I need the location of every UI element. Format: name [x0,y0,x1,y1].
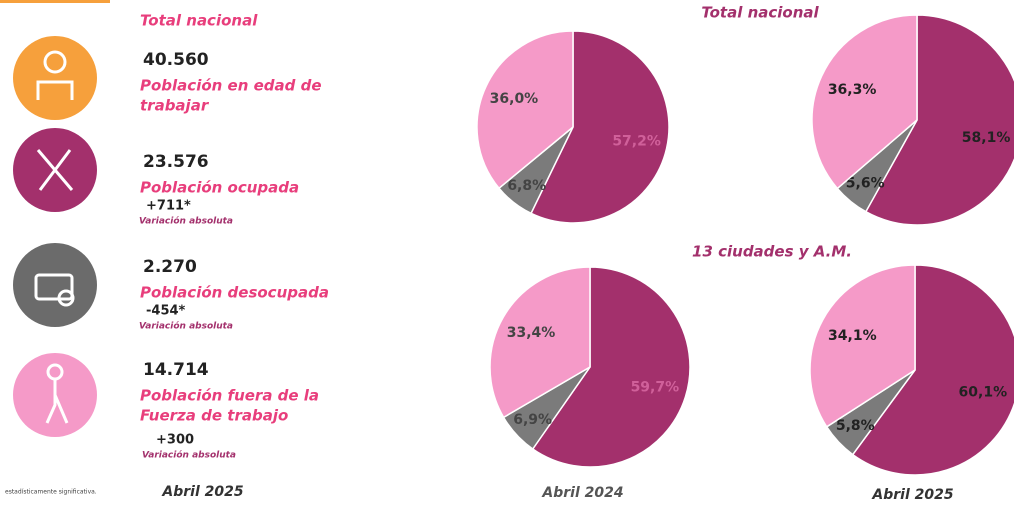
date: Abril 2025 [161,484,243,500]
slice-label: 34,1% [828,328,877,344]
column-label: Abril 2024 [541,485,623,501]
slice-label: 33,4% [507,325,556,341]
stat-change: +711* [146,199,191,214]
slice-label: 5,6% [846,175,885,191]
stat-label: trabajar [140,97,210,115]
stat-change: -454* [146,304,186,319]
column-label: Abril 2025 [871,487,953,502]
slice-label: 6,8% [507,178,546,194]
title: Total nacional [140,12,258,30]
pie-slice [530,30,670,224]
stat-label: Población ocupada [140,179,299,197]
icons [13,36,97,437]
stat-label: Población fuera de la [140,387,319,405]
slice-label: 36,0% [490,91,539,107]
slice-label: 58,1% [962,130,1011,146]
pie-slice [864,14,1014,226]
change-label: Variación absoluta [142,450,236,461]
accent-bar [0,0,110,3]
stat-change: +300 [156,433,194,448]
footnote: estadísticamente significativa. [5,489,97,496]
stat-value: 14.714 [143,360,209,380]
pie-slice [531,266,691,468]
stat-value: 23.576 [143,152,209,172]
slice-label: 57,2% [612,134,661,150]
slice-label: 59,7% [631,379,680,395]
slice-label: 5,8% [836,418,875,434]
change-label: Variación absoluta [139,321,233,332]
pie-slice [811,14,918,190]
stat-label: Población desocupada [140,284,329,302]
stat-label: Población en edad de [140,77,322,95]
stat-label: Fuerza de trabajo [140,407,288,425]
slice-label: 60,1% [959,384,1008,400]
pie-slice [809,264,916,428]
section-title: 13 ciudades y A.M. [692,243,852,261]
stat-value: 40.560 [143,50,209,70]
change-label: Variación absoluta [139,216,233,227]
section-title: Total nacional [701,4,819,22]
pie-slice [489,266,591,419]
slice-label: 6,9% [513,412,552,428]
slice-label: 36,3% [828,82,877,98]
stat-value: 2.270 [143,257,197,277]
pie-slice [476,30,574,190]
pie-slice [851,264,1014,476]
